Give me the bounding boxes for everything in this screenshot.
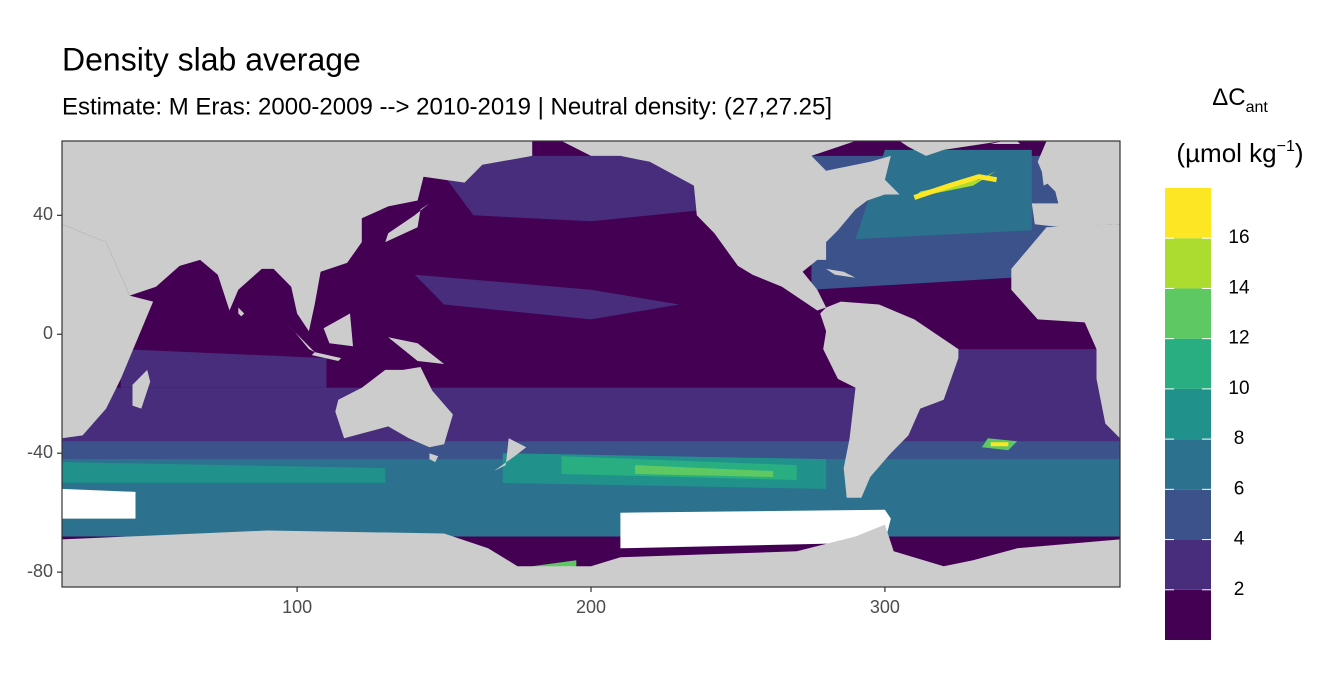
land [323,313,353,347]
land [335,367,453,448]
legend-title-line1: ΔCant [1212,84,1268,116]
land [494,438,527,471]
ocean-zone [62,462,386,483]
no-data [620,509,891,549]
legend-unit: (µmol kg [1176,138,1276,168]
y-tick-label: -80 [27,561,53,581]
legend-label: 14 [1228,277,1250,298]
legend-label: 10 [1228,378,1249,399]
chart-subtitle: Estimate: M Eras: 2000-2009 --> 2010-201… [62,93,832,120]
map-layer [62,141,1120,587]
land [990,141,1021,144]
ocean-zone [855,149,1032,240]
ocean-zone [429,155,709,222]
legend-label: 12 [1228,328,1249,349]
legend-bin [1165,388,1211,440]
land [826,268,856,278]
land [899,141,1003,156]
legend-bin [1165,589,1211,640]
land [820,301,959,498]
legend-bin [1165,539,1211,590]
legend-bin [1165,489,1211,540]
land [62,224,154,439]
legend-superscript: −1 [1277,138,1295,155]
y-tick-label: 40 [33,204,53,224]
legend-title-line2: (µmol kg−1) [1176,138,1303,168]
legend-bin [1165,188,1211,239]
chart-title: Density slab average [62,41,361,77]
legend-unit-end: ) [1295,138,1304,168]
legend-bin [1165,288,1211,339]
land [1011,224,1120,439]
legend-label: 2 [1234,579,1245,600]
ocean-zone [635,465,774,477]
land [561,141,900,311]
legend-label: 6 [1234,478,1245,499]
legend-symbol: ΔC [1212,84,1245,111]
ocean-zone [414,274,680,320]
land [385,203,430,243]
land [388,337,445,364]
legend-bin [1165,238,1211,289]
legend-bin [1165,439,1211,490]
land [1040,161,1056,186]
legend-label: 8 [1234,428,1245,449]
legend-bin [1165,338,1211,389]
legend-subscript: ant [1246,99,1269,116]
x-tick-label: 200 [576,597,606,617]
land [238,307,245,317]
ocean-streak [913,174,998,200]
y-tick-label: 0 [43,323,53,343]
ocean-zone [120,349,327,388]
y-tick-label: -40 [27,442,53,462]
legend-label: 4 [1234,529,1245,550]
legend-label: 16 [1228,227,1249,248]
no-data [62,488,136,519]
land [132,369,151,409]
land [62,524,1120,587]
land [282,319,315,353]
land [429,453,439,463]
land [62,141,533,332]
x-tick-label: 100 [282,597,312,617]
x-tick-label: 300 [870,597,900,617]
land [311,352,342,361]
